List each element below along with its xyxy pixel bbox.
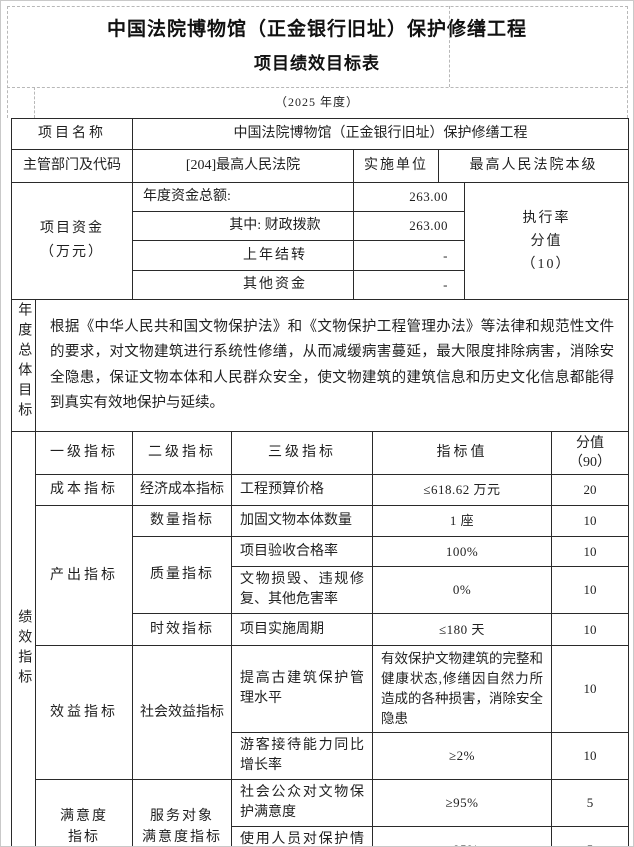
level1-cell: 产出指标 [35,505,133,646]
value-cell: ≤180 天 [372,613,552,646]
document-year: （2025 年度） [274,95,359,109]
indicator-row-cost: 成本指标 经济成本指标 工程预算价格 ≤618.62 万元 20 [12,474,630,506]
row-department: 主管部门及代码 [204]最高人民法院 实施单位 最高人民法院本级 [11,149,630,183]
level3-cell: 游客接待能力同比增长率 [231,732,373,780]
header-level1: 一级指标 [35,431,133,475]
indicator-row-protection: 效益指标 社会效益指标 提高古建筑保护管理水平 有效保护文物建筑的完整和健康状态… [12,645,630,780]
funding-carryover-label: 上年结转 [132,240,354,271]
level3-cell: 工程预算价格 [231,474,373,506]
row-annual-goal: 年度总体目标 根据《中华人民共和国文物保护法》和《文物保护工程管理办法》等法律和… [11,299,630,432]
header-value: 指标值 [372,431,552,475]
row-funding-carryover: 上年结转 - [12,240,629,271]
header-score: 分值 （90） [550,431,630,475]
document-header: 中国法院博物馆（正金银行旧址）保护修缮工程 项目绩效目标表 [1,1,633,87]
value-cell: ≤618.62 万元 [372,474,552,506]
level2-cell: 数量指标 [132,505,232,537]
level3-cell: 使用人员对保护情况满意度 [231,826,373,846]
department-code: [204]最高人民法院 [132,149,354,183]
document-subtitle: 项目绩效目标表 [254,54,380,73]
level3-cell: 项目实施周期 [231,613,373,646]
funding-other-label: 其他资金 [132,270,354,300]
indicator-row-public-satisfaction: 满意度 指标 服务对象 满意度指标 社会公众对文物保护满意度 ≥95% 5 [12,779,630,846]
row-funding-other: 其他资金 - [12,270,629,300]
funding-carryover-value: - [353,240,465,271]
level3-cell: 社会公众对文物保护满意度 [231,779,373,827]
level2-cell: 服务对象 满意度指标 [132,779,232,846]
impl-unit-label: 实施单位 [353,149,439,183]
funding-total-label: 年度资金总额: [132,182,354,212]
performance-label: 绩效指标 [16,609,32,689]
level3-cell: 提高古建筑保护管理水平 [231,645,373,733]
row-funding-fiscal: 其中: 财政拨款 263.00 [12,211,629,241]
value-cell: ≥2% [372,732,552,780]
value-cell: 1 座 [372,505,552,537]
value-cell: 100% [372,536,552,567]
level1-cell: 效益指标 [35,645,133,780]
project-name-value: 中国法院博物馆（正金银行旧址）保护修缮工程 [131,118,630,150]
level2-cell: 质量指标 [132,536,232,614]
funding-label: 项目资金 （万元） [11,182,133,300]
department-label: 主管部门及代码 [11,149,133,183]
value-cell: ≥95% [372,779,552,827]
score-cell: 10 [550,613,630,646]
score-cell: 10 [550,536,630,567]
value-cell: 0% [372,566,552,614]
score-cell: 10 [550,645,630,733]
performance-target-table: 项目名称 中国法院博物馆（正金银行旧址）保护修缮工程 主管部门及代码 [204]… [11,118,630,846]
score-cell: 10 [550,566,630,614]
indicator-row-schedule: 时效指标 项目实施周期 ≤180 天 10 [12,613,630,646]
score-cell: 5 [550,779,630,827]
row-funding-total: 项目资金 （万元） 年度资金总额: 263.00 执行率 分值 （10） [11,182,630,300]
indicator-row-quantity: 产出指标 数量指标 加固文物本体数量 1 座 10 [12,505,630,646]
level1-cell: 成本指标 [35,474,133,506]
score-cell: 10 [550,732,630,780]
row-project-name: 项目名称 中国法院博物馆（正金银行旧址）保护修缮工程 [11,118,630,150]
impl-unit-value: 最高人民法院本级 [437,149,630,183]
header-level2: 二级指标 [132,431,232,475]
annual-goal-label: 年度总体目标 [16,302,32,422]
level2-cell: 时效指标 [132,613,232,646]
level3-cell: 文物损毁、违规修复、其他危害率 [231,566,373,614]
funding-other-value: - [353,270,465,300]
header-level3: 三级指标 [231,431,373,475]
annual-goal-label-cell: 年度总体目标 [11,299,36,432]
execution-rate-score: 执行率 分值 （10） [463,182,630,300]
level2-cell: 经济成本指标 [132,474,232,506]
project-name-label: 项目名称 [11,118,133,150]
indicator-row-visitors: 游客接待能力同比增长率 ≥2% 10 [12,732,630,780]
value-cell: 有效保护文物建筑的完整和健康状态,修缮因自然力所造成的各种损害，消除安全隐患 [372,645,552,733]
row-indicator-header: 绩效指标 一级指标 二级指标 三级指标 指标值 分值 （90） [11,431,630,846]
indicator-row-acceptance: 质量指标 项目验收合格率 100% 10 [12,536,630,614]
annual-goal-text: 根据《中华人民共和国文物保护法》和《文物保护工程管理办法》等法律和规范性文件的要… [34,299,630,432]
funding-fiscal-value: 263.00 [353,211,465,241]
score-cell: 20 [550,474,630,506]
value-cell: ≥95% [372,826,552,846]
funding-fiscal-label: 其中: 财政拨款 [132,211,354,241]
level1-cell: 满意度 指标 [35,779,133,846]
score-cell: 5 [550,826,630,846]
document-title: 中国法院博物馆（正金银行旧址）保护修缮工程 [106,19,527,40]
indicator-row-user-satisfaction: 使用人员对保护情况满意度 ≥95% 5 [12,826,630,846]
level3-cell: 加固文物本体数量 [231,505,373,537]
performance-label-cell: 绩效指标 [11,431,36,846]
score-cell: 10 [550,505,630,537]
funding-total-value: 263.00 [353,182,465,212]
level2-cell: 社会效益指标 [132,645,232,780]
level3-cell: 项目验收合格率 [231,536,373,567]
